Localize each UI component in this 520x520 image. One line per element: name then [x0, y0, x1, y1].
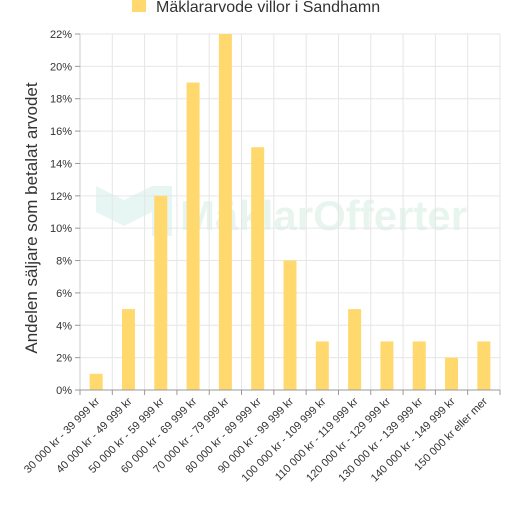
legend[interactable]: Mäklararvode villor i Sandhamn [132, 0, 380, 16]
bars [89, 34, 491, 390]
y-tick-label: 0% [56, 385, 72, 397]
bar[interactable] [315, 341, 329, 390]
bar[interactable] [380, 341, 394, 390]
y-tick-label: 22% [50, 29, 72, 41]
watermark-logo-icon [96, 186, 172, 236]
bar[interactable] [251, 147, 265, 390]
legend-label: Mäklararvode villor i Sandhamn [156, 0, 380, 16]
bar[interactable] [186, 82, 200, 390]
y-axis-title: Andelen säljare som betalat arvodet [22, 82, 41, 353]
y-tick-label: 2% [56, 353, 72, 365]
y-tick-label: 14% [50, 158, 72, 170]
bar[interactable] [412, 341, 426, 390]
bar[interactable] [154, 195, 168, 390]
y-tick-label: 4% [56, 320, 72, 332]
bar[interactable] [283, 260, 297, 390]
y-tick-labels: 0% 2% 4% 6% 8% 10% 12% 14% 16% 18% 20% 22% [50, 29, 501, 397]
bar[interactable] [445, 357, 459, 390]
bar[interactable] [218, 34, 232, 390]
watermark: MäklarOfferter [96, 186, 467, 239]
y-tick-label: 12% [50, 191, 72, 203]
bar[interactable] [477, 341, 491, 390]
bar[interactable] [348, 309, 362, 390]
y-tick-label: 20% [50, 61, 72, 73]
axes [79, 34, 500, 391]
y-tick-label: 8% [56, 256, 72, 268]
y-tick-label: 6% [56, 288, 72, 300]
legend-swatch [132, 0, 146, 12]
y-tick-label: 16% [50, 126, 72, 138]
bar[interactable] [89, 373, 103, 390]
y-tick-label: 18% [50, 94, 72, 106]
bar[interactable] [121, 309, 135, 390]
y-tick-label: 10% [50, 223, 72, 235]
